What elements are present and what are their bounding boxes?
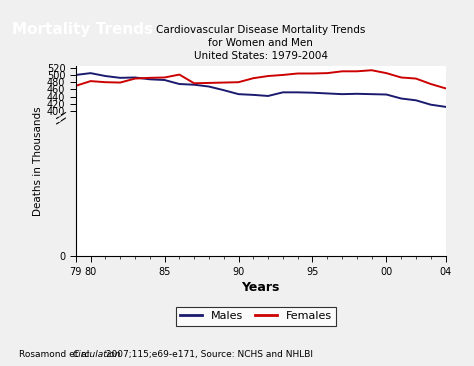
Text: Rosamond et al.: Rosamond et al. <box>19 350 95 359</box>
X-axis label: Years: Years <box>242 281 280 294</box>
Legend: Males, Females: Males, Females <box>176 307 336 326</box>
Text: Circulation: Circulation <box>73 350 121 359</box>
Text: Mortality Trends: Mortality Trends <box>12 22 153 37</box>
Y-axis label: Deaths in Thousands: Deaths in Thousands <box>33 106 43 216</box>
Title: Cardiovascular Disease Mortality Trends
for Women and Men
United States: 1979-20: Cardiovascular Disease Mortality Trends … <box>156 25 365 61</box>
Text: 2007;115;e69-e171, Source: NCHS and NHLBI: 2007;115;e69-e171, Source: NCHS and NHLB… <box>103 350 313 359</box>
